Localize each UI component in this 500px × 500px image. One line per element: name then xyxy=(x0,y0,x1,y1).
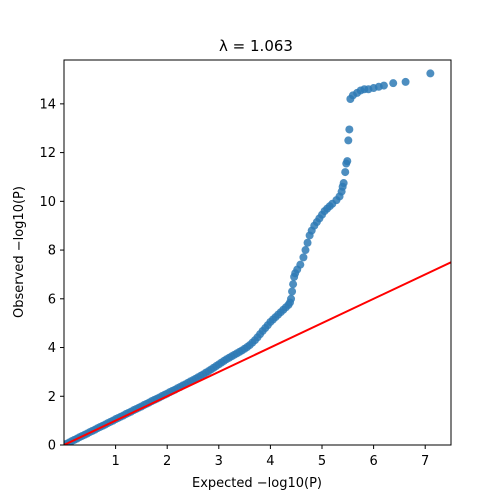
data-point xyxy=(299,253,308,262)
data-point xyxy=(344,136,353,145)
y-tick-label: 8 xyxy=(48,244,56,259)
chart-title: λ = 1.063 xyxy=(219,37,293,55)
y-tick-label: 2 xyxy=(48,390,56,405)
points-layer xyxy=(64,69,435,445)
data-point xyxy=(426,69,435,78)
x-axis-label: Expected −log10(P) xyxy=(192,476,322,491)
y-tick-label: 10 xyxy=(39,195,56,210)
plot-area xyxy=(63,59,452,446)
x-tick-label: 3 xyxy=(215,454,223,469)
x-tick-label: 5 xyxy=(318,454,326,469)
y-tick-label: 0 xyxy=(48,439,56,454)
data-point xyxy=(287,294,296,303)
x-tick-label: 4 xyxy=(266,454,274,469)
data-point xyxy=(339,179,348,188)
y-axis-ticks: 0 2 4 6 8 10 12 14 xyxy=(39,97,64,454)
y-tick-label: 14 xyxy=(39,97,56,112)
data-point xyxy=(288,287,297,296)
data-point xyxy=(303,238,312,247)
y-tick-label: 6 xyxy=(48,292,56,307)
x-tick-label: 2 xyxy=(163,454,171,469)
x-tick-label: 1 xyxy=(111,454,119,469)
data-point xyxy=(296,260,305,269)
data-point xyxy=(379,81,388,90)
data-point xyxy=(401,77,410,86)
data-point xyxy=(289,280,298,289)
data-point xyxy=(301,246,310,255)
x-axis-ticks: 1 2 3 4 5 6 7 xyxy=(111,445,429,469)
y-tick-label: 4 xyxy=(48,341,56,356)
y-tick-label: 12 xyxy=(39,146,56,161)
data-point xyxy=(345,125,354,134)
x-tick-label: 6 xyxy=(369,454,377,469)
x-tick-label: 7 xyxy=(421,454,429,469)
data-point xyxy=(389,79,398,88)
y-axis-label: Observed −log10(P) xyxy=(12,186,27,318)
reference-line xyxy=(64,261,451,445)
data-point xyxy=(343,157,352,166)
plot-frame xyxy=(63,59,452,446)
data-point xyxy=(341,168,350,177)
